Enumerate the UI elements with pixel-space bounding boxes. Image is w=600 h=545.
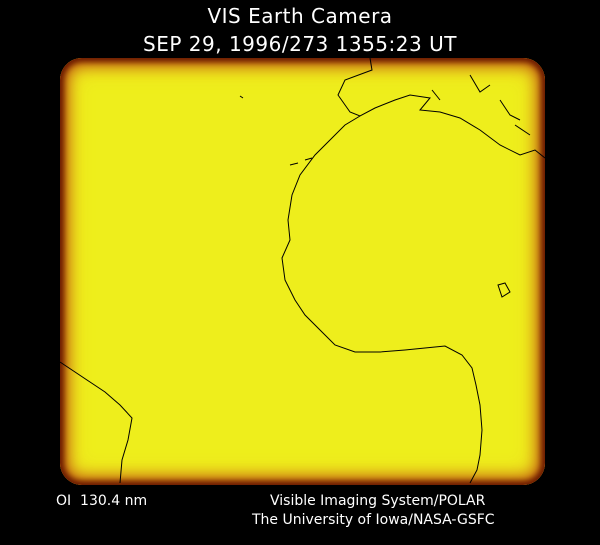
coastline-west-africa (281, 115, 483, 484)
instrument-label: Visible Imaging System/POLAR (270, 493, 486, 509)
institution-label: The University of Iowa/NASA-GSFC (252, 512, 495, 528)
image-timestamp: SEP 29, 1996/273 1355:23 UT (143, 32, 457, 56)
coastline-islands (239, 74, 531, 298)
coastline-south-america (59, 361, 133, 484)
wavelength-label: OI 130.4 nm (56, 493, 148, 509)
earth-image (60, 58, 545, 485)
coastline-europe-africa (337, 57, 546, 159)
image-title: VIS Earth Camera (207, 4, 393, 28)
